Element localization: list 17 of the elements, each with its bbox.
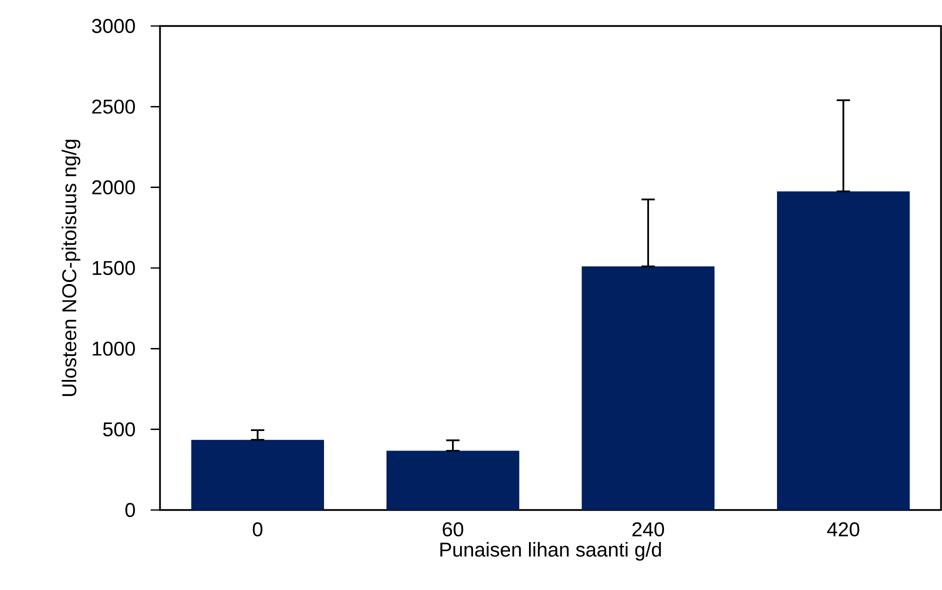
x-axis-title: Punaisen lihan saanti g/d xyxy=(440,542,661,561)
y-tick-label: 1000 xyxy=(92,342,135,356)
x-tick-label: 0 xyxy=(252,522,262,536)
bar xyxy=(386,450,520,510)
x-tick-label: 60 xyxy=(442,522,464,536)
x-tick-label: 240 xyxy=(632,522,664,536)
y-axis-title: Ulosteen NOC-pitoisuus ng/g xyxy=(62,140,80,396)
y-tick-label: 2500 xyxy=(92,100,135,114)
y-tick-label: 0 xyxy=(125,502,135,518)
y-tick-label: 2000 xyxy=(92,180,135,194)
x-tick-label: 420 xyxy=(827,522,860,536)
y-tick-label: 3000 xyxy=(92,18,135,34)
bar xyxy=(191,440,324,510)
y-tick-label: 500 xyxy=(103,422,135,436)
bar xyxy=(582,266,715,510)
y-tick-label: 1500 xyxy=(92,260,135,276)
bar xyxy=(776,191,910,510)
